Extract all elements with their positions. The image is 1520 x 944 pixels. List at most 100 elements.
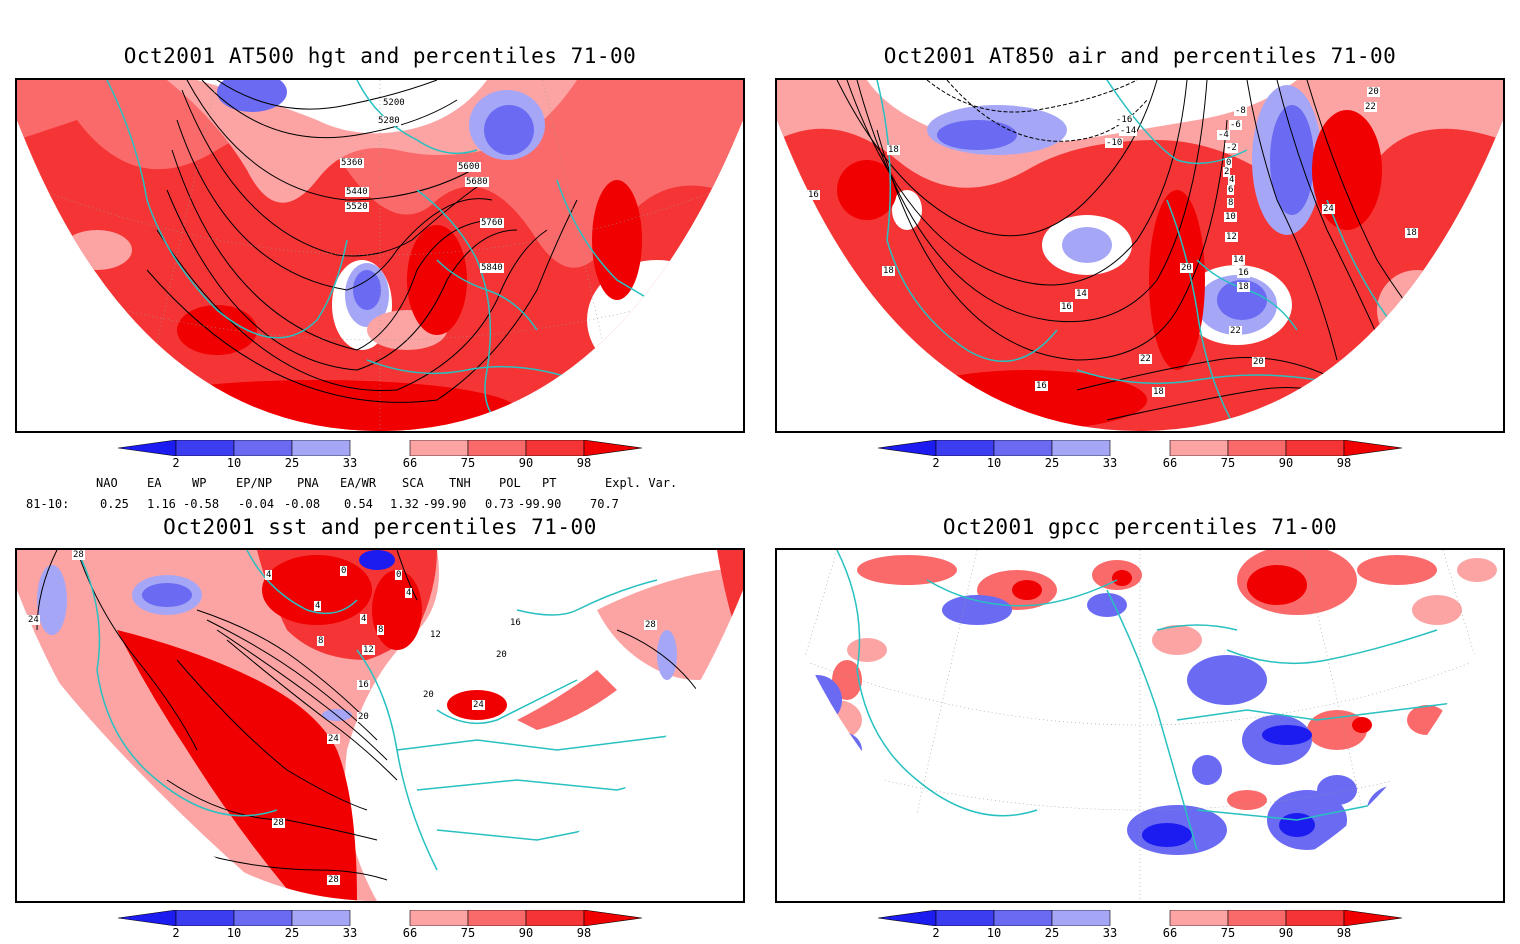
colorbar-swatches bbox=[118, 440, 643, 456]
contour-label: 20 bbox=[422, 690, 435, 700]
map-hgt bbox=[17, 80, 743, 431]
colorbar-tick: 2 bbox=[932, 456, 940, 470]
contour-label: -14 bbox=[1119, 126, 1138, 136]
contour-label: 8 bbox=[377, 625, 385, 635]
contour-label: 5600 bbox=[457, 162, 481, 172]
index-row-label: 81-10: bbox=[26, 497, 70, 511]
panel-title-air: Oct2001 AT850 air and percentiles 71-00 bbox=[883, 44, 1397, 68]
index-header: PT bbox=[542, 476, 557, 490]
index-header: WP bbox=[192, 476, 207, 490]
index-header: EP/NP bbox=[236, 476, 273, 490]
index-value: 0.54 bbox=[344, 497, 373, 511]
map-panel-sst: 28 24 0 4 4 4 8 8 12 12 16 16 20 20 20 2… bbox=[15, 548, 745, 903]
index-value: 1.32 bbox=[390, 497, 419, 511]
contour-label: 4 bbox=[405, 588, 413, 598]
contour-label: 4 bbox=[1228, 175, 1236, 185]
index-value: -99.90 bbox=[423, 497, 467, 511]
colorbar-tick: 90 bbox=[518, 456, 534, 470]
index-header: PNA bbox=[297, 476, 319, 490]
map-gpcc bbox=[777, 550, 1503, 901]
contour-label: -2 bbox=[1225, 143, 1238, 153]
contour-label: -10 bbox=[1105, 138, 1124, 148]
colorbar-tick: 33 bbox=[342, 926, 358, 940]
panel-title-hgt: Oct2001 AT500 hgt and percentiles 71-00 bbox=[123, 44, 637, 68]
contour-label: 12 bbox=[362, 645, 375, 655]
contour-label: 20 bbox=[357, 712, 370, 722]
colorbar-swatches bbox=[878, 910, 1403, 926]
colorbar-tick: 98 bbox=[576, 926, 592, 940]
index-value: 0.73 bbox=[485, 497, 514, 511]
colorbar-swatches bbox=[118, 910, 643, 926]
contour-label: 12 bbox=[429, 630, 442, 640]
contour-label: 16 bbox=[509, 618, 522, 628]
contour-label: 8 bbox=[1227, 198, 1235, 208]
colorbar-tick: 33 bbox=[342, 456, 358, 470]
contour-label: 20 bbox=[1180, 263, 1193, 273]
contour-label: 5360 bbox=[340, 158, 364, 168]
contour-label: 5520 bbox=[345, 202, 369, 212]
colorbar-tick: 98 bbox=[1336, 456, 1352, 470]
contour-label: 0 bbox=[395, 570, 403, 580]
contour-label: 24 bbox=[327, 734, 340, 744]
colorbar-tick: 2 bbox=[172, 926, 180, 940]
colorbar-tick: 66 bbox=[402, 926, 418, 940]
index-header: NAO bbox=[96, 476, 118, 490]
contour-label: 18 bbox=[882, 266, 895, 276]
colorbar-tick: 66 bbox=[1162, 456, 1178, 470]
colorbar-tick: 10 bbox=[226, 926, 242, 940]
contour-label: 5440 bbox=[345, 187, 369, 197]
contour-label: 28 bbox=[327, 875, 340, 885]
colorbar-air: 2 10 25 33 66 75 90 98 bbox=[878, 440, 1403, 474]
index-header: Expl. Var. bbox=[605, 476, 678, 490]
contour-label: 18 bbox=[1237, 282, 1250, 292]
contour-label: 14 bbox=[1232, 255, 1245, 265]
contour-label: 5280 bbox=[377, 116, 401, 126]
colorbar-tick: 75 bbox=[460, 456, 476, 470]
index-header: TNH bbox=[449, 476, 471, 490]
index-header: EA/WR bbox=[340, 476, 377, 490]
contour-label: 0 bbox=[1225, 158, 1233, 168]
colorbar-tick: 75 bbox=[1220, 456, 1236, 470]
colorbar-tick: 10 bbox=[226, 456, 242, 470]
contour-label: 16 bbox=[1035, 381, 1048, 391]
colorbar-tick: 25 bbox=[1044, 926, 1060, 940]
contour-label: -6 bbox=[1229, 120, 1242, 130]
contour-label: 24 bbox=[1322, 204, 1335, 214]
colorbar-tick: 10 bbox=[986, 456, 1002, 470]
contour-label: 16 bbox=[807, 190, 820, 200]
contour-label: 4 bbox=[265, 570, 273, 580]
contour-label: 22 bbox=[1364, 102, 1377, 112]
index-value: -99.90 bbox=[518, 497, 562, 511]
panel-title-sst: Oct2001 sst and percentiles 71-00 bbox=[163, 515, 597, 539]
index-value: -0.08 bbox=[284, 497, 321, 511]
contour-label: 4 bbox=[360, 614, 368, 624]
contour-label: 18 bbox=[1152, 387, 1165, 397]
contour-label: 18 bbox=[887, 145, 900, 155]
contour-label: 20 bbox=[495, 650, 508, 660]
index-value: -0.04 bbox=[238, 497, 275, 511]
colorbar-sst: 2 10 25 33 66 75 90 98 bbox=[118, 910, 643, 944]
contour-label: 28 bbox=[272, 818, 285, 828]
contour-label: 5840 bbox=[480, 263, 504, 273]
colorbar-tick: 98 bbox=[576, 456, 592, 470]
colorbar-tick: 75 bbox=[1220, 926, 1236, 940]
contour-label: 28 bbox=[72, 550, 85, 560]
colorbar-tick: 90 bbox=[1278, 456, 1294, 470]
map-air bbox=[777, 80, 1503, 431]
index-value: 70.7 bbox=[590, 497, 619, 511]
contour-label: -4 bbox=[1217, 130, 1230, 140]
contour-label: 5200 bbox=[382, 98, 406, 108]
contour-label: -8 bbox=[1234, 106, 1247, 116]
colorbar-swatches bbox=[878, 440, 1403, 456]
contour-label: 28 bbox=[644, 620, 657, 630]
colorbar-tick: 90 bbox=[1278, 926, 1294, 940]
contour-label: 20 bbox=[1252, 357, 1265, 367]
colorbar-tick: 2 bbox=[932, 926, 940, 940]
colorbar-tick: 90 bbox=[518, 926, 534, 940]
colorbar-tick: 25 bbox=[1044, 456, 1060, 470]
contour-label: 16 bbox=[357, 680, 370, 690]
contour-label: 20 bbox=[1367, 87, 1380, 97]
map-sst bbox=[17, 550, 743, 901]
contour-label: 0 bbox=[340, 566, 348, 576]
colorbar-tick: 25 bbox=[284, 456, 300, 470]
